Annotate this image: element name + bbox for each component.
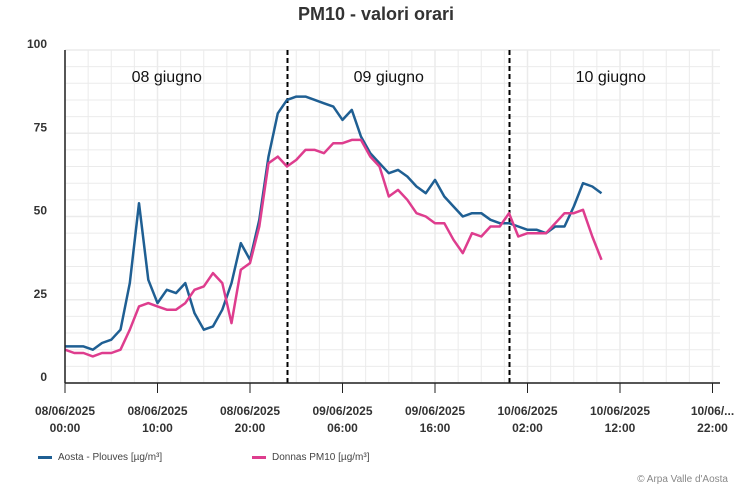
x-tick-time: 10:00 (142, 421, 173, 435)
day-label: 10 giugno (576, 69, 646, 86)
x-tick-time: 00:00 (50, 421, 81, 435)
x-tick-date: 09/06/2025 (312, 404, 372, 418)
legend-swatch-aosta (38, 456, 52, 459)
legend-item-donnas[interactable]: Donnas PM10 [µg/m³] (252, 452, 369, 463)
day-label: 08 giugno (132, 69, 202, 86)
legend-label-donnas: Donnas PM10 [µg/m³] (272, 452, 370, 463)
x-axis-ticks: 08/06/2025 00:00 08/06/2025 10:00 08/06/2025… (35, 383, 734, 435)
x-tick-time: 16:00 (420, 421, 451, 435)
legend-item-aosta[interactable]: Aosta - Plouves [µg/m³] (38, 452, 162, 463)
legend-swatch-donnas (252, 456, 266, 459)
axes (64, 50, 720, 384)
x-tick-date: 09/06/2025 (405, 404, 465, 418)
credit-text: © Arpa Valle d'Aosta (637, 474, 728, 485)
legend-label-aosta: Aosta - Plouves [µg/m³] (58, 452, 163, 463)
x-tick-date: 10/06/2025 (497, 404, 557, 418)
y-tick-label: 100 (27, 37, 47, 51)
x-tick-time: 12:00 (605, 421, 636, 435)
data-series (64, 95, 603, 358)
y-tick-label: 50 (34, 204, 48, 218)
x-tick-date: 08/06/2025 (35, 404, 95, 418)
series-line-donnas[interactable] (64, 138, 603, 358)
x-tick-time: 06:00 (327, 421, 358, 435)
y-axis-ticks: 100 75 50 25 0 (27, 37, 47, 384)
chart-title: PM10 - valori orari (297, 4, 455, 24)
x-tick-date: 10/06/... (691, 404, 734, 418)
y-tick-label: 75 (34, 120, 48, 134)
x-tick-date: 08/06/2025 (127, 404, 187, 418)
series-line-aosta[interactable] (65, 95, 603, 351)
y-tick-label: 0 (40, 370, 47, 384)
day-label: 09 giugno (354, 69, 424, 86)
x-tick-time: 20:00 (235, 421, 266, 435)
x-tick-time: 22:00 (697, 421, 728, 435)
x-tick-date: 08/06/2025 (220, 404, 280, 418)
day-labels: 08 giugno 09 giugno 10 giugno (132, 69, 646, 86)
grid-lines (64, 49, 720, 384)
y-tick-label: 25 (34, 287, 48, 301)
x-tick-time: 02:00 (512, 421, 543, 435)
x-tick-date: 10/06/2025 (590, 404, 650, 418)
